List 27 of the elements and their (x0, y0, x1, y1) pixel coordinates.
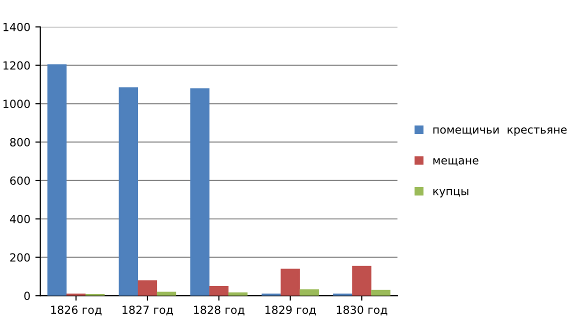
bar (280, 268, 300, 296)
y-tick-label: 1000 (4, 100, 30, 108)
bar (118, 87, 138, 296)
legend-label: купцы (433, 188, 468, 198)
x-tick-label: 1830 год (336, 306, 388, 316)
y-tick-label: 1200 (4, 61, 30, 70)
bar (190, 88, 210, 296)
bar (371, 290, 390, 296)
x-tick-label: 1828 год (194, 306, 244, 316)
bar (228, 292, 248, 296)
legend-label: помещичьи крестьяне (433, 127, 567, 136)
y-tick-label: 400 (10, 214, 30, 224)
bar (156, 292, 176, 296)
x-tick-label: 1826 год (51, 306, 102, 316)
bar (352, 266, 372, 296)
x-tick-label: 1827 год (122, 306, 173, 316)
y-tick-label: 0 (24, 292, 30, 300)
bar (209, 286, 228, 296)
y-tick-label: 200 (10, 253, 30, 262)
bar (300, 289, 319, 296)
y-tick-label: 1400 (4, 22, 30, 32)
bar (138, 280, 158, 296)
y-tick-label: 800 (10, 138, 30, 146)
x-tick-label: 1829 год (265, 306, 316, 316)
legend-label: мещане (433, 158, 478, 166)
bar (47, 64, 67, 296)
y-tick-label: 600 (10, 176, 30, 185)
